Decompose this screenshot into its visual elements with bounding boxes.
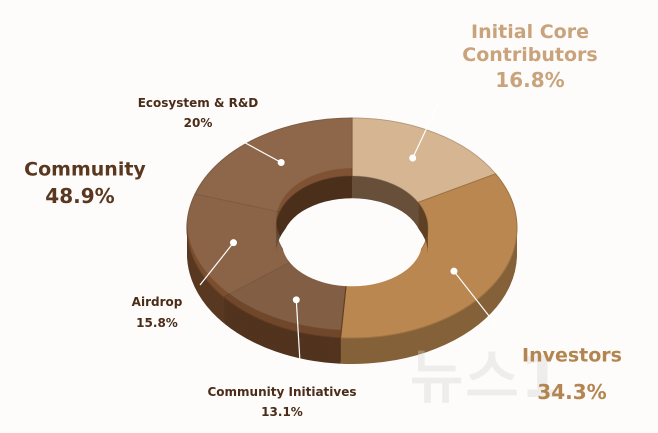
hole [282,198,422,287]
hole-wall [276,176,428,254]
leader-dot [229,239,237,247]
group-label: Community [24,158,146,181]
category-label: Initial Core Contributors [462,21,598,66]
category-label: Investors [522,344,622,367]
leader-dot [450,267,458,275]
leader-dot [292,296,300,304]
leader-line [295,299,301,363]
leader-line [412,99,441,159]
category-label: Community Initiatives [207,384,357,399]
slice [340,173,518,339]
value-label: 20% [183,115,213,130]
group-value-label: 48.9% [45,184,115,208]
leader-dot [277,158,285,166]
value-label: 15.8% [136,315,178,330]
category-label: Airdrop [131,294,183,309]
value-label: 13.1% [261,404,303,419]
leader-line [453,270,501,331]
leader-line [239,139,282,163]
leader-line [199,242,234,286]
slice [186,193,294,298]
value-label: 16.8% [495,68,565,92]
value-label: 34.3% [537,380,607,404]
leader-dot [409,154,417,162]
category-label: Ecosystem & R&D [137,95,259,110]
group-overlay [187,110,352,330]
watermark: 뉴스1 [410,343,564,411]
